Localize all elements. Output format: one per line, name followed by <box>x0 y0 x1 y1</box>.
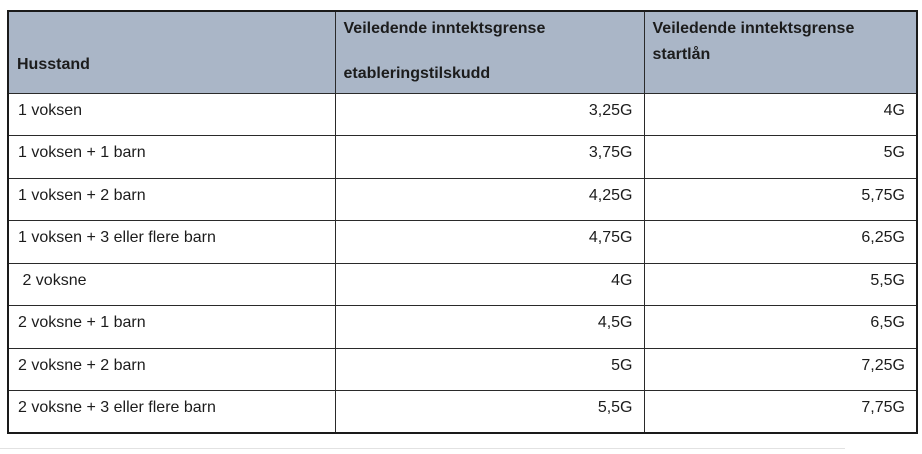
column-header-husstand-label: Husstand <box>17 55 90 73</box>
table-row: 1 voksen + 1 barn 3,75G 5G <box>7 135 918 179</box>
table-row: 2 voksne 4G 5,5G <box>7 262 918 306</box>
etableringstilskudd-cell: 5G <box>334 347 645 391</box>
startlan-cell: 6,25G <box>643 220 918 264</box>
etableringstilskudd-cell: 4,25G <box>334 177 645 221</box>
husstand-cell: 1 voksen <box>7 92 336 136</box>
husstand-cell: 2 voksne <box>7 262 336 306</box>
husstand-cell: 1 voksen + 2 barn <box>7 177 336 221</box>
startlan-cell: 5G <box>643 135 918 179</box>
startlan-cell: 6,5G <box>643 305 918 349</box>
startlan-cell: 7,25G <box>643 347 918 391</box>
etableringstilskudd-cell: 4G <box>334 262 645 306</box>
startlan-cell: 4G <box>643 92 918 136</box>
etableringstilskudd-cell: 3,75G <box>334 135 645 179</box>
column-header-husstand: Husstand <box>7 10 336 94</box>
husstand-cell: 2 voksne + 1 barn <box>7 305 336 349</box>
column-header-startlan-line1: Veiledende inntektsgrense <box>652 20 855 37</box>
table-row: 2 voksne + 1 barn 4,5G 6,5G <box>7 305 918 349</box>
husstand-cell: 2 voksne + 2 barn <box>7 347 336 391</box>
etableringstilskudd-cell: 4,5G <box>334 305 645 349</box>
column-header-etableringstilskudd-line2: etableringstilskudd <box>343 65 491 82</box>
husstand-cell: 2 voksne + 3 eller flere barn <box>7 390 336 434</box>
startlan-cell: 5,5G <box>643 262 918 306</box>
column-header-etableringstilskudd: Veiledende inntektsgrense etableringstil… <box>334 10 645 94</box>
etableringstilskudd-cell: 3,25G <box>334 92 645 136</box>
husstand-cell: 1 voksen + 3 eller flere barn <box>7 220 336 264</box>
etableringstilskudd-cell: 4,75G <box>334 220 645 264</box>
startlan-cell: 7,75G <box>643 390 918 434</box>
column-header-etableringstilskudd-line1: Veiledende inntektsgrense <box>343 20 546 37</box>
husstand-cell: 1 voksen + 1 barn <box>7 135 336 179</box>
income-limits-table: Husstand Veiledende inntektsgrense etabl… <box>7 10 918 434</box>
table-row: 1 voksen + 3 eller flere barn 4,75G 6,25… <box>7 220 918 264</box>
page-edge-divider <box>0 448 845 449</box>
table-row: 1 voksen 3,25G 4G <box>7 92 918 136</box>
column-header-startlan: Veiledende inntektsgrense startlån <box>643 10 918 94</box>
header-row: Husstand Veiledende inntektsgrense etabl… <box>7 10 918 94</box>
table-row: 2 voksne + 3 eller flere barn 5,5G 7,75G <box>7 390 918 434</box>
table-row: 1 voksen + 2 barn 4,25G 5,75G <box>7 177 918 221</box>
startlan-cell: 5,75G <box>643 177 918 221</box>
etableringstilskudd-cell: 5,5G <box>334 390 645 434</box>
table-row: 2 voksne + 2 barn 5G 7,25G <box>7 347 918 391</box>
column-header-startlan-line2: startlån <box>652 46 711 63</box>
